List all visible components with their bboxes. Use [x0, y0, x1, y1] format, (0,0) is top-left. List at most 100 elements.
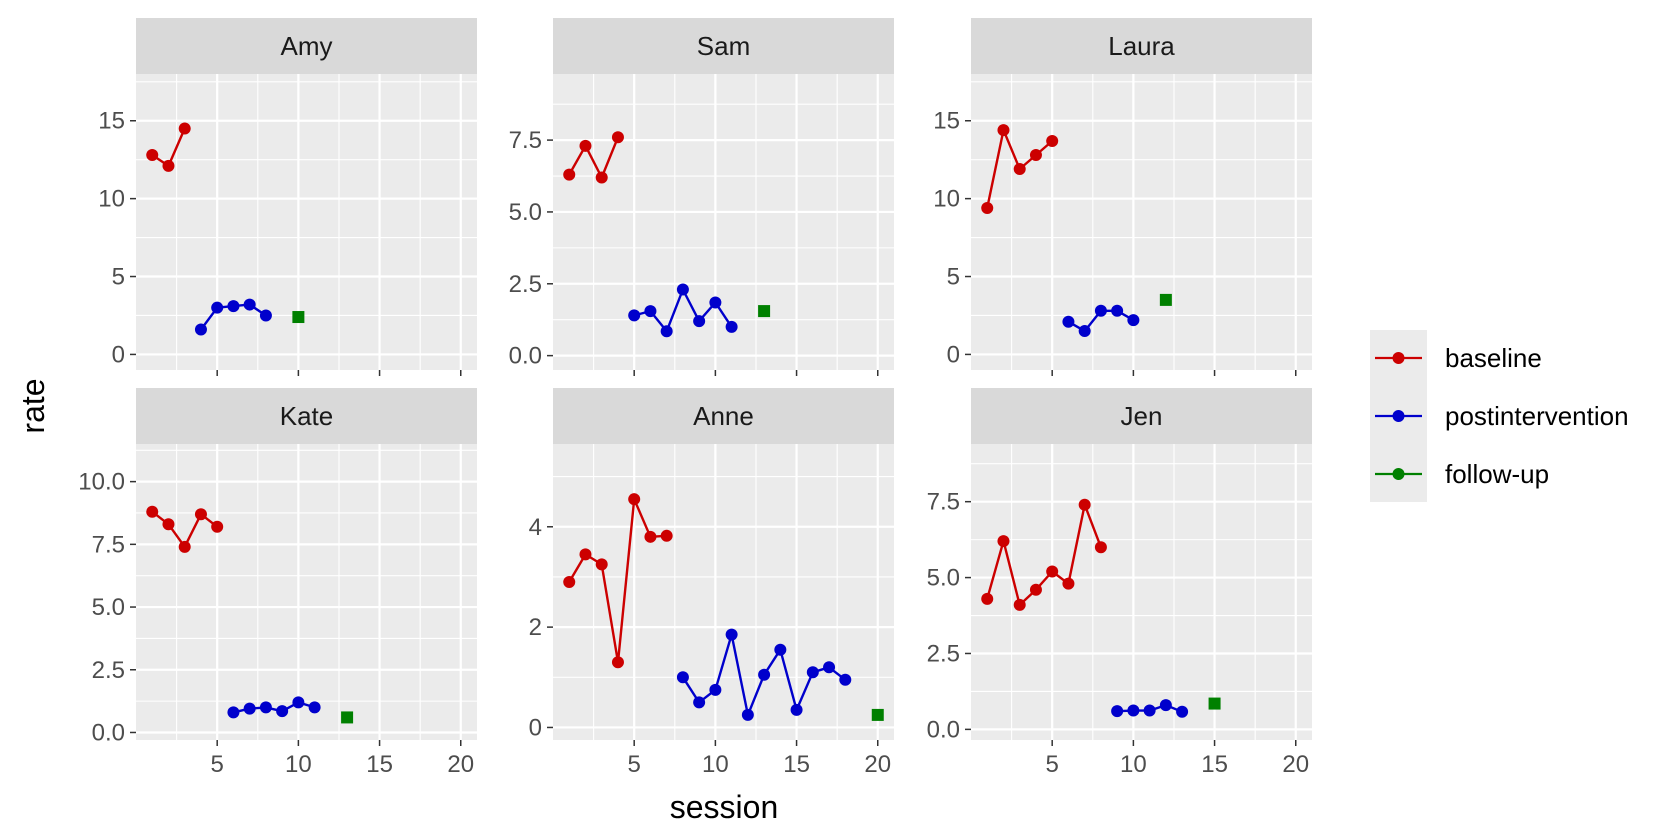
data-point-baseline — [178, 122, 191, 135]
data-point-postintervention — [725, 628, 738, 641]
data-point-baseline — [1062, 577, 1075, 590]
legend-key-point-follow-up — [1392, 468, 1405, 480]
data-point-postintervention — [839, 673, 852, 686]
x-tick-label: 15 — [366, 751, 393, 778]
data-point-baseline — [162, 159, 175, 172]
data-point-postintervention — [1111, 705, 1124, 718]
y-tick-label: 5 — [112, 264, 125, 291]
data-point-baseline — [660, 529, 673, 542]
data-point-postintervention — [709, 296, 722, 309]
series-postintervention-amy — [194, 298, 272, 336]
y-tick-label: 7.5 — [92, 531, 125, 558]
panel-anne: Anne 0 2 4 5 10 15 20 — [529, 388, 894, 778]
series-follow-up-anne — [871, 708, 884, 721]
series-follow-up-sam — [758, 305, 771, 318]
x-tick-label: 20 — [447, 751, 474, 778]
legend: baseline postintervention follow-up — [1370, 330, 1629, 502]
plot-background-kate — [136, 444, 477, 740]
series-postintervention-anne — [676, 628, 852, 721]
y-tick-label: 2.5 — [92, 657, 125, 684]
data-point-postintervention — [741, 708, 754, 721]
x-tick-label: 10 — [702, 751, 729, 778]
data-point-postintervention — [693, 696, 706, 709]
strip-label-laura: Laura — [1108, 31, 1175, 61]
data-point-postintervention — [644, 305, 657, 318]
x-axis-title: session — [670, 789, 779, 825]
data-point-postintervention — [292, 696, 305, 709]
strip-kate — [136, 388, 477, 444]
series-follow-up-jen — [1208, 697, 1221, 710]
y-tick-label: 0.0 — [92, 719, 125, 746]
y-tick-label: 0 — [529, 714, 542, 741]
strip-jen — [971, 388, 1312, 444]
data-point-postintervention — [227, 300, 240, 313]
data-point-baseline — [1078, 498, 1091, 511]
panel-amy: Amy 0 5 10 15 — [98, 18, 477, 376]
data-point-postintervention — [259, 701, 272, 714]
data-point-postintervention — [676, 283, 689, 296]
data-point-postintervention — [1111, 304, 1124, 317]
y-tick-label: 5.0 — [92, 594, 125, 621]
data-point-postintervention — [194, 323, 207, 336]
series-postintervention-kate — [227, 696, 321, 719]
panel-sam: Sam 0.0 2.5 5.0 7.5 — [509, 18, 894, 376]
data-point-postintervention — [660, 325, 673, 338]
legend-item-baseline: baseline — [1375, 343, 1542, 373]
y-tick-label: 5.0 — [927, 565, 960, 592]
series-follow-up-amy — [292, 311, 305, 324]
data-point-postintervention — [628, 309, 641, 322]
data-point-baseline — [611, 656, 624, 669]
y-tick-label: 2.5 — [509, 271, 542, 298]
strip-label-jen: Jen — [1121, 401, 1163, 431]
panels-group: Amy 0 5 10 15 Sam 0.0 2.5 5.0 7.5 Laura 0 5 10 15 Kate 0… — [78, 18, 1312, 778]
series-line-baseline — [986, 503, 1103, 607]
panel-jen: Jen 0.0 2.5 5.0 7.5 5 10 15 20 — [927, 388, 1312, 778]
y-tick-label: 0 — [947, 341, 960, 368]
data-point-postintervention — [227, 706, 240, 719]
strip-label-kate: Kate — [280, 401, 334, 431]
series-follow-up-laura — [1159, 293, 1172, 306]
data-point-postintervention — [790, 703, 803, 716]
strip-amy — [136, 18, 477, 74]
x-tick-label: 15 — [1201, 751, 1228, 778]
data-point-baseline — [1046, 565, 1059, 578]
data-point-postintervention — [693, 315, 706, 328]
strip-sam — [553, 18, 894, 74]
data-point-baseline — [579, 548, 592, 561]
x-tick-label: 10 — [285, 751, 312, 778]
x-tick-label: 15 — [783, 751, 810, 778]
x-tick-label: 20 — [864, 751, 891, 778]
data-point-follow-up — [871, 708, 884, 721]
series-baseline-sam — [563, 131, 624, 184]
data-point-baseline — [563, 168, 576, 181]
data-point-postintervention — [1159, 699, 1172, 712]
plot-background-amy — [136, 74, 477, 370]
data-point-postintervention — [243, 702, 256, 715]
data-point-postintervention — [1062, 315, 1075, 328]
data-point-follow-up — [292, 311, 305, 324]
plot-background-sam — [553, 74, 894, 370]
data-point-postintervention — [725, 320, 738, 333]
data-point-postintervention — [676, 671, 689, 684]
plot-background-laura — [971, 74, 1312, 370]
data-point-postintervention — [259, 309, 272, 322]
data-point-baseline — [981, 592, 994, 605]
series-baseline-amy — [146, 122, 191, 172]
data-point-baseline — [1029, 583, 1042, 596]
strip-label-sam: Sam — [697, 31, 750, 61]
data-point-baseline — [1094, 541, 1107, 554]
series-baseline-jen — [981, 498, 1107, 611]
legend-item-follow-up: follow-up — [1375, 459, 1549, 489]
data-point-baseline — [997, 124, 1010, 137]
series-line-baseline — [568, 136, 620, 179]
data-point-baseline — [997, 535, 1010, 548]
y-tick-label: 2 — [529, 614, 542, 641]
data-point-baseline — [981, 201, 994, 214]
data-point-follow-up — [341, 711, 354, 724]
series-postintervention-laura — [1062, 304, 1140, 338]
panel-laura: Laura 0 5 10 15 — [933, 18, 1312, 376]
legend-item-postintervention: postintervention — [1375, 401, 1629, 431]
legend-key-point-baseline — [1392, 352, 1405, 364]
strip-label-amy: Amy — [281, 31, 333, 61]
